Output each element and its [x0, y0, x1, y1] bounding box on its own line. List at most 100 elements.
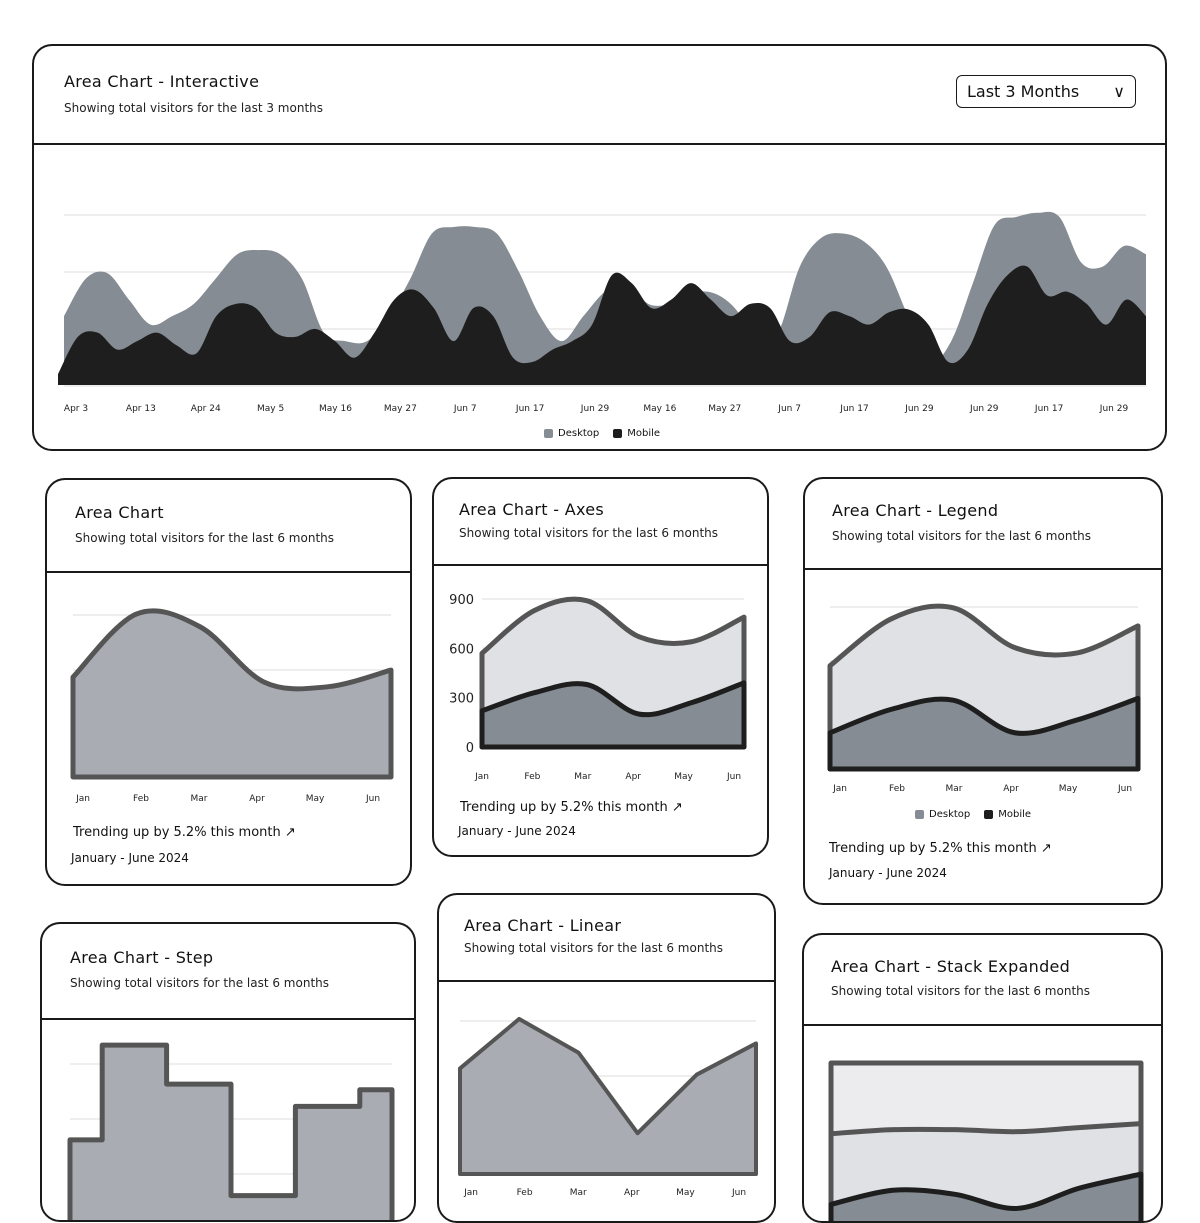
date-range: January - June 2024 [829, 866, 947, 880]
legend-mobile: Mobile [984, 809, 1031, 820]
card-title: Area Chart [75, 503, 164, 522]
area-chart-axes-card: Area Chart - Axes Showing total visitors… [432, 477, 769, 857]
trend-text: Trending up by 5.2% this month ↗ [460, 800, 683, 815]
x-tick-label: Jun 7 [777, 404, 801, 414]
area-chart-step-card: Area Chart - Step Showing total visitors… [40, 922, 416, 1222]
interactive-area-chart: Apr 3 Apr 13 Apr 24 May 5 May 16 May 27 Jun 7 J… [58, 211, 1146, 414]
divider [805, 568, 1161, 570]
area-chart: Jan Feb Mar Apr May Jun [70, 608, 394, 804]
mobile-area [479, 680, 747, 750]
card-title: Area Chart - Linear [464, 916, 622, 935]
x-tick-label: Apr [625, 772, 641, 782]
x-tick-label: Mar [946, 784, 963, 794]
date-range: January - June 2024 [458, 824, 576, 838]
x-tick-label: Feb [517, 1188, 533, 1198]
card-title: Area Chart - Axes [459, 500, 605, 519]
card-subtitle: Showing total visitors for the last 6 mo… [464, 941, 724, 955]
area-chart-step [67, 1042, 395, 1220]
x-tick-label: Jun 29 [904, 404, 934, 414]
card-subtitle: Showing total visitors for the last 6 mo… [70, 976, 330, 990]
x-tick-label: Feb [524, 772, 540, 782]
x-tick-label: Mar [191, 794, 208, 804]
legend-desktop: Desktop [915, 809, 970, 820]
area-chart-linear: Jan Feb Mar Apr May Jun [458, 1016, 758, 1198]
area-series [70, 608, 394, 780]
card-subtitle: Showing total visitors for the last 3 mo… [64, 101, 324, 115]
x-tick-label: Apr 3 [64, 404, 88, 414]
area-series [458, 1016, 758, 1176]
x-tick-label: Jun 29 [1099, 404, 1129, 414]
trending-up-icon: ↗ [1040, 841, 1052, 856]
area-chart-card: Area Chart Showing total visitors for th… [45, 478, 412, 886]
y-tick-label: 600 [449, 642, 474, 657]
interactive-area-card: Area Chart - Interactive Showing total v… [32, 44, 1167, 451]
x-tick-label: Jun 17 [1034, 404, 1063, 414]
x-tick-label: May [676, 1188, 695, 1198]
x-tick-label: Jun 29 [969, 404, 999, 414]
divider [439, 980, 774, 982]
x-tick-label: Jun 17 [515, 404, 544, 414]
divider [804, 1024, 1161, 1026]
legend-desktop: Desktop [544, 428, 599, 439]
area-chart-linear-card: Area Chart - Linear Showing total visito… [437, 893, 776, 1223]
divider [47, 571, 410, 573]
x-tick-label: Mar [574, 772, 591, 782]
date-range: January - June 2024 [71, 851, 189, 865]
x-tick-label: Jun 29 [580, 404, 610, 414]
area-chart-axes: 0 300 600 900 Jan Feb Mar Apr May Jun [449, 593, 747, 782]
x-tick-label: May 27 [384, 404, 417, 414]
x-tick-label: May 16 [319, 404, 352, 414]
legend-mobile: Mobile [613, 428, 660, 439]
x-tick-label: Jun 17 [839, 404, 868, 414]
y-tick-label: 900 [449, 593, 474, 608]
y-tick-label: 300 [449, 692, 474, 707]
trending-up-icon: ↗ [284, 825, 296, 840]
x-tick-label: Jun [731, 1188, 746, 1198]
card-subtitle: Showing total visitors for the last 6 mo… [459, 526, 719, 540]
x-tick-label: Jan [75, 794, 90, 804]
chart-legend: Desktop Mobile [915, 809, 1031, 820]
divider [434, 564, 767, 566]
card-subtitle: Showing total visitors for the last 6 mo… [832, 529, 1092, 543]
divider [34, 143, 1165, 145]
chevron-down-icon: ∨ [1113, 82, 1125, 101]
x-tick-label: Jun [365, 794, 380, 804]
area-chart-stack-expanded-card: Area Chart - Stack Expanded Showing tota… [802, 933, 1163, 1223]
x-tick-label: Mar [570, 1188, 587, 1198]
trend-text: Trending up by 5.2% this month ↗ [829, 841, 1052, 856]
x-tick-label: Apr [249, 794, 265, 804]
x-tick-label: Apr 13 [126, 404, 156, 414]
y-tick-label: 0 [466, 741, 474, 756]
mobile-area [58, 265, 1146, 385]
area-chart-stack-expanded [828, 1060, 1144, 1221]
x-tick-label: Jan [474, 772, 489, 782]
x-tick-label: Jun 7 [453, 404, 477, 414]
select-value: Last 3 Months [967, 82, 1080, 101]
x-tick-label: May 16 [643, 404, 676, 414]
card-subtitle: Showing total visitors for the last 6 mo… [831, 984, 1091, 998]
card-title: Area Chart - Step [70, 948, 214, 967]
x-tick-label: Apr 24 [191, 404, 221, 414]
mobile-area [827, 695, 1141, 772]
x-tick-label: Jun [726, 772, 741, 782]
x-tick-label: May 5 [257, 404, 284, 414]
area-series [67, 1042, 395, 1220]
x-tick-label: May [306, 794, 325, 804]
x-tick-label: Apr [1003, 784, 1019, 794]
trending-up-icon: ↗ [671, 800, 683, 815]
x-tick-label: Feb [889, 784, 905, 794]
x-tick-label: Jan [832, 784, 847, 794]
area-chart-legend: Jan Feb Mar Apr May Jun [827, 603, 1141, 794]
x-tick-label: Feb [133, 794, 149, 804]
area-chart-legend-card: Area Chart - Legend Showing total visito… [803, 477, 1163, 905]
x-tick-label: Jun [1117, 784, 1132, 794]
card-title: Area Chart - Interactive [64, 72, 260, 91]
time-range-select[interactable]: Last 3 Months ∨ [956, 75, 1136, 108]
trend-text: Trending up by 5.2% this month ↗ [73, 825, 296, 840]
card-subtitle: Showing total visitors for the last 6 mo… [75, 531, 335, 545]
card-title: Area Chart - Legend [832, 501, 999, 520]
card-title: Area Chart - Stack Expanded [831, 957, 1071, 976]
divider [42, 1018, 414, 1020]
chart-legend: Desktop Mobile [544, 428, 660, 439]
x-tick-label: May [1059, 784, 1078, 794]
